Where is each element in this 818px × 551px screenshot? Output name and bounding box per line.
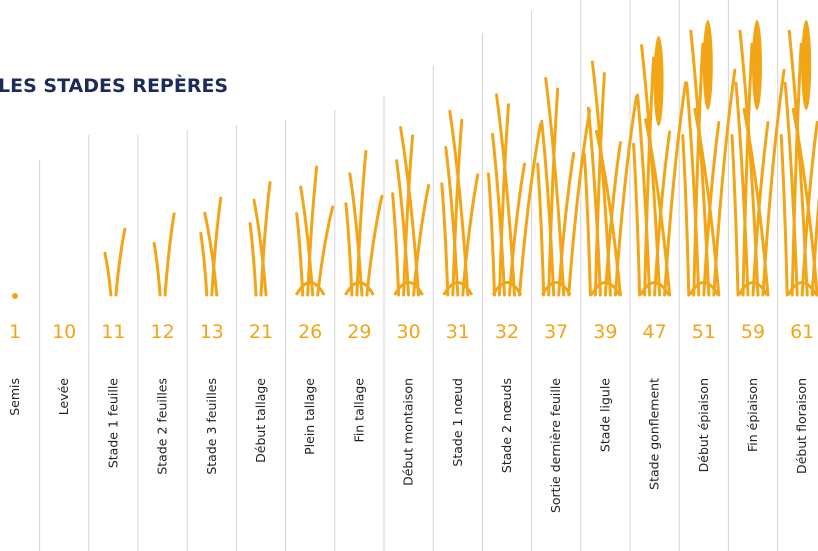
leaf [346,204,352,295]
stage-label: Début floraison [794,378,809,474]
stage-label: Stade ligule [597,378,612,452]
leaf [116,229,125,295]
leaf [463,175,478,295]
page: LES STADES REPÈRES 1 Semis 10 Levée 11 Stade … [0,0,818,551]
leaf [201,233,207,295]
ear [801,20,811,110]
stage-code: 12 [151,321,175,343]
leaf [297,214,303,295]
leaf [489,174,495,295]
leaf [442,184,448,295]
stage-label: Début épiaison [696,378,711,472]
stage-label: Stade gonflement [647,378,662,490]
stage-code: 32 [495,321,519,343]
ear [752,20,762,110]
stage-label: Sortie dernière feuille [548,378,563,513]
stage-label: Semis [7,378,22,416]
stage-label: Levée [56,378,71,416]
leaf [538,164,544,295]
stage-code: 51 [692,321,716,343]
stage-code: 29 [347,321,371,343]
leaf [634,144,640,295]
leaf [584,154,590,295]
stage-label: Fin épiaison [745,378,760,452]
stage-label: Stade 2 feuilles [155,378,170,475]
leaf [683,136,689,296]
stage-code: 59 [741,321,765,343]
stage-code: 1 [9,321,21,343]
stage-label: Stade 1 feuille [105,378,120,468]
stage-label: Début tallage [253,378,268,463]
stages-diagram: LES STADES REPÈRES 1 Semis 10 Levée 11 Stade … [0,0,818,551]
ear [703,20,713,110]
leaf [318,207,333,295]
tiller [493,283,521,296]
stage-label: Plein tallage [302,378,317,455]
stage-code: 39 [593,321,617,343]
leaf [781,136,787,296]
tiller [542,283,570,296]
stage-label: Début montaison [401,378,416,486]
stage-code: 47 [643,321,667,343]
stage-label: Stade 3 feuilles [204,378,219,475]
ear [654,36,664,126]
stage-code: 11 [101,321,125,343]
stage-code: 21 [249,321,273,343]
seed [12,293,18,299]
leaf [414,186,429,295]
leaf [732,136,738,296]
stage-code: 10 [52,321,76,343]
leaf [154,243,160,295]
stage-code: 61 [790,321,814,343]
stage-code: 31 [446,321,470,343]
leaf [520,125,541,296]
stage-label: Stade 1 nœud [450,378,465,467]
stage-code: 30 [397,321,421,343]
stage-label: Stade 2 nœuds [499,378,514,473]
leaf [393,194,399,295]
stage-label: Fin tallage [351,378,366,443]
leaf [165,214,174,295]
stage-code: 26 [298,321,322,343]
leaf [105,253,111,295]
leaf [367,196,382,295]
leaf [250,224,256,296]
title: LES STADES REPÈRES [0,74,228,97]
stage-code: 13 [200,321,224,343]
stage-code: 37 [544,321,568,343]
